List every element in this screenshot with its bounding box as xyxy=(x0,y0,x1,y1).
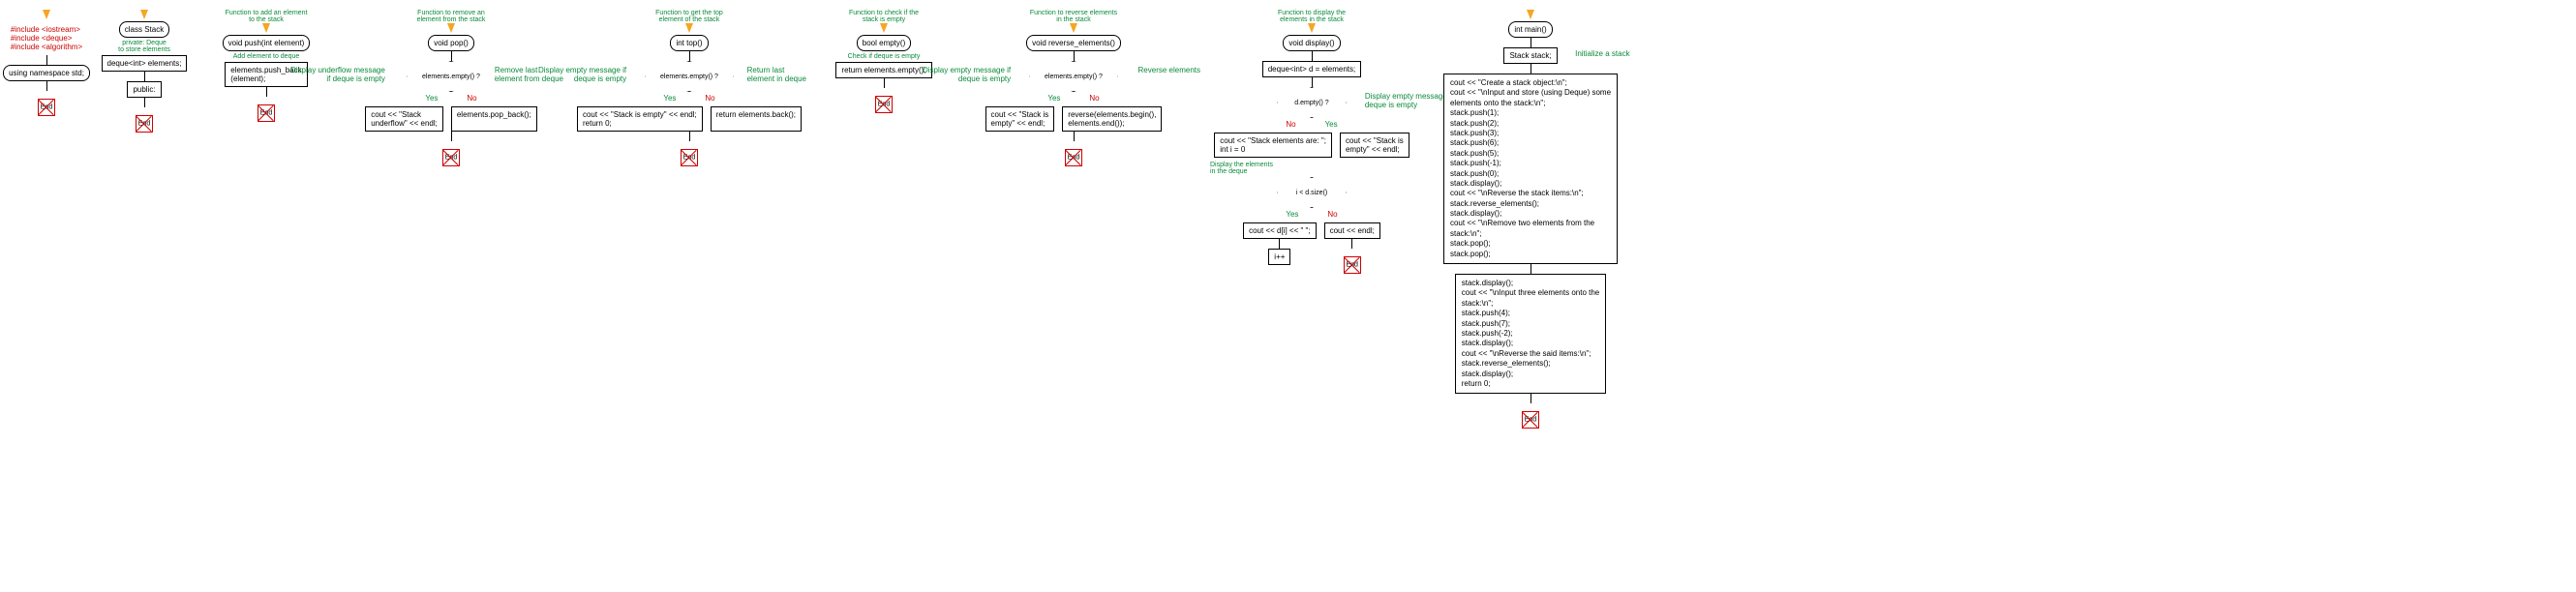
no-body: return elements.back(); xyxy=(711,106,802,132)
no-label: No xyxy=(1327,210,1337,219)
arrow-icon xyxy=(43,10,50,19)
no-label: No xyxy=(1286,120,1295,129)
no-label: No xyxy=(1089,94,1099,103)
comment: Check if deque is empty xyxy=(848,53,921,60)
no-comment: Return last element in deque xyxy=(747,66,806,83)
col-includes: #include <iostream> #include <deque> #in… xyxy=(8,10,85,116)
diamond-loop: i < d.size() xyxy=(1277,177,1347,208)
sig-box: int top() xyxy=(670,35,708,51)
sig-box: void push(int element) xyxy=(223,35,311,51)
yes-body: cout << "Stack underflow" << endl; xyxy=(365,106,443,132)
yes-label: Yes xyxy=(1325,120,1338,129)
includes-text: #include <iostream> #include <deque> #in… xyxy=(7,21,86,55)
comment: Function to get the top element of the s… xyxy=(655,10,723,23)
yes-comment: Display empty message if deque is empty xyxy=(538,66,626,83)
arrow-icon xyxy=(1308,23,1316,33)
diamond-cond: elements.empty() ? xyxy=(645,61,734,92)
arrow-icon xyxy=(447,23,455,33)
no-body: elements.pop_back(); xyxy=(451,106,537,132)
loop-body: cout << d[i] << " "; xyxy=(1243,222,1317,239)
no-label: No xyxy=(705,94,714,103)
col-class: class Stack private: Deque to store elem… xyxy=(101,10,188,133)
end-icon: End xyxy=(875,96,893,113)
arrow-icon xyxy=(1070,23,1077,33)
comment: Function to reverse elements in the stac… xyxy=(1030,10,1117,23)
arrow-icon xyxy=(1527,10,1534,19)
no-body: reverse(elements.begin(), elements.end()… xyxy=(1062,106,1162,132)
decl-box: deque<int> d = elements; xyxy=(1262,61,1362,77)
comment: Add element to deque xyxy=(233,53,300,60)
col-top: Function to get the top element of the s… xyxy=(573,10,805,166)
yes-label: Yes xyxy=(663,94,676,103)
arrow-icon xyxy=(685,23,693,33)
public-box: public: xyxy=(127,81,161,98)
end-icon: End xyxy=(1344,256,1361,274)
end-icon: End xyxy=(258,104,275,122)
class-box: class Stack xyxy=(119,21,169,38)
loop-comment: Display the elements in the deque xyxy=(1210,162,1273,175)
sig-box: void pop() xyxy=(428,35,474,51)
end-icon: End xyxy=(38,99,55,116)
end-icon: End xyxy=(1522,411,1539,429)
using-box: using namespace std; xyxy=(3,65,90,81)
diamond-cond: elements.empty() ? xyxy=(1029,61,1118,92)
arrow-icon xyxy=(140,10,148,19)
comment: Function to display the elements in the … xyxy=(1278,10,1346,23)
yes-label: Yes xyxy=(1047,94,1060,103)
comment: Function to check if the stack is empty xyxy=(849,10,919,23)
no-body: cout << "Stack elements are: "; int i = … xyxy=(1214,133,1332,158)
body1-box: cout << "Create a stack object:\n"; cout… xyxy=(1443,74,1618,264)
col-display: Function to display the elements in the … xyxy=(1200,10,1423,274)
sig-box: bool empty() xyxy=(857,35,911,51)
comment: private: Deque to store elements xyxy=(118,40,170,53)
no-comment: Reverse elements xyxy=(1138,66,1200,74)
yes-body: cout << "Stack is empty" << endl; return… xyxy=(577,106,703,132)
body-box: return elements.empty(); xyxy=(835,62,931,78)
end-icon: End xyxy=(1065,149,1082,166)
arrow-icon xyxy=(880,23,888,33)
end-icon: End xyxy=(136,115,153,133)
diamond-cond: d.empty() ? xyxy=(1277,87,1347,118)
yes-comment: Display empty message if deque is empty xyxy=(923,66,1011,83)
yes-body: cout << "Stack is empty" << endl; xyxy=(985,106,1055,132)
col-empty: Function to check if the stack is empty … xyxy=(821,10,947,113)
col-main: int main() Stack stack; Initialize a sta… xyxy=(1439,10,1622,429)
diamond-cond: elements.empty() ? xyxy=(407,61,496,92)
decl-box: deque<int> elements; xyxy=(102,55,188,72)
sig-box: void display() xyxy=(1283,35,1340,51)
end-icon: End xyxy=(681,149,698,166)
col-reverse: Function to reverse elements in the stac… xyxy=(962,10,1185,166)
comment: Initialize a stack xyxy=(1575,49,1629,58)
comment: Function to remove an element from the s… xyxy=(417,10,486,23)
sig-box: int main() xyxy=(1508,21,1552,38)
col-pop: Function to remove an element from the s… xyxy=(345,10,558,166)
no-label: No xyxy=(467,94,476,103)
yes-label: Yes xyxy=(1286,210,1298,219)
decl-box: Stack stack; xyxy=(1503,47,1557,64)
exit-body: cout << endl; xyxy=(1324,222,1380,239)
yes-body: cout << "Stack is empty" << endl; xyxy=(1340,133,1409,158)
yes-label: Yes xyxy=(425,94,438,103)
arrow-icon xyxy=(262,23,270,33)
body2-box: stack.display(); cout << "\nInput three … xyxy=(1455,274,1607,394)
sig-box: void reverse_elements() xyxy=(1026,35,1121,51)
yes-comment: Display underflow message if deque is em… xyxy=(290,66,385,83)
comment: Function to add an element to the stack xyxy=(226,10,308,23)
end-icon: End xyxy=(442,149,460,166)
inc-box: i++ xyxy=(1268,249,1290,265)
